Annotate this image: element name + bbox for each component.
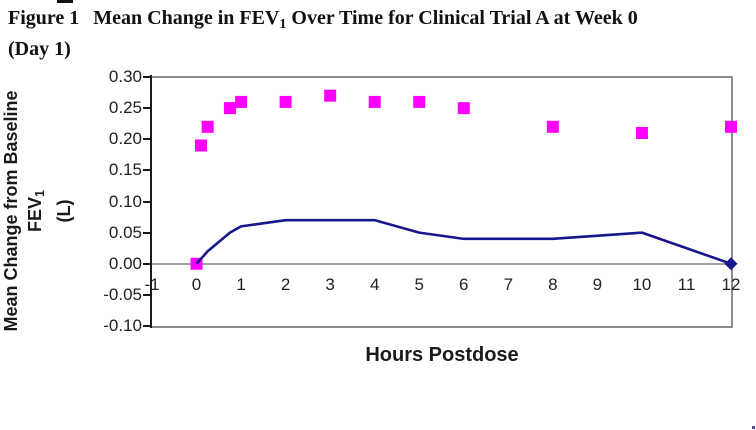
square-marker bbox=[546, 120, 559, 133]
x-tick-label: 6 bbox=[459, 275, 469, 294]
y-tick-mark bbox=[143, 325, 150, 327]
y-tick-label: 0.25 bbox=[108, 98, 142, 118]
y-tick-mark bbox=[143, 231, 150, 234]
square-marker bbox=[324, 89, 337, 102]
x-tick-label: -1 bbox=[144, 275, 160, 294]
plot-border-top bbox=[150, 76, 733, 78]
x-tick-label: 2 bbox=[280, 275, 291, 294]
x-tick-label: 3 bbox=[325, 275, 335, 294]
x-tick-label: 12 bbox=[721, 275, 741, 294]
x-tick-label: 4 bbox=[369, 275, 380, 294]
square-marker bbox=[194, 139, 207, 152]
y-tick-label: 0.30 bbox=[108, 67, 142, 86]
x-tick-label: 7 bbox=[503, 275, 514, 294]
square-marker bbox=[635, 127, 648, 140]
plot-border-bottom bbox=[150, 326, 733, 328]
y-tick-mark bbox=[143, 293, 150, 296]
x-tick-label: 8 bbox=[548, 275, 558, 294]
square-marker bbox=[235, 95, 248, 108]
figure-title-text-post: Over Time for Clinical Trial A at Week 0 bbox=[286, 7, 638, 29]
square-marker bbox=[223, 102, 236, 115]
y-axis-line bbox=[150, 75, 152, 328]
y-tick-label: -0.10 bbox=[103, 316, 142, 335]
y-tick-mark bbox=[143, 262, 150, 265]
y-tick-mark bbox=[143, 107, 150, 110]
x-axis-title: Hours Postdose bbox=[365, 344, 519, 366]
square-marker bbox=[413, 95, 426, 108]
x-tick-label: 1 bbox=[236, 275, 246, 294]
plot-border-right bbox=[731, 76, 733, 328]
y-tick-label: 0.00 bbox=[108, 253, 142, 273]
x-tick-label: 0 bbox=[191, 275, 202, 294]
x-tick-label: 11 bbox=[677, 275, 696, 294]
figure-number: Figure 1 bbox=[8, 7, 80, 29]
scan-artifact bbox=[57, 0, 73, 3]
square-marker bbox=[457, 102, 470, 115]
diamond-marker bbox=[724, 257, 738, 271]
y-tick-mark bbox=[143, 138, 150, 141]
square-marker bbox=[201, 120, 214, 133]
y-tick-mark bbox=[143, 200, 150, 203]
x-tick-label: 10 bbox=[632, 275, 652, 294]
square-marker bbox=[368, 95, 381, 108]
figure-title-text: Mean Change in FEV bbox=[93, 7, 280, 29]
figure-title-line1: Figure 1 Mean Change in FEV1 Over Time fo… bbox=[8, 6, 738, 37]
x-tick-label: 9 bbox=[592, 275, 603, 294]
x-tick-label: 5 bbox=[414, 275, 424, 294]
fev-subscript: 1 bbox=[279, 17, 287, 32]
navy-line-path bbox=[195, 218, 732, 265]
y-tick-label: 0.05 bbox=[108, 222, 142, 242]
figure-title: Figure 1 Mean Change in FEV1 Over Time fo… bbox=[8, 6, 738, 61]
y-tick-label: 0.10 bbox=[108, 191, 142, 211]
y-tick-mark bbox=[143, 169, 150, 172]
y-tick-label: -0.05 bbox=[103, 284, 142, 304]
scan-artifact-corner bbox=[752, 426, 755, 429]
y-tick-label: 0.20 bbox=[108, 129, 142, 149]
square-marker bbox=[279, 95, 292, 108]
square-marker bbox=[725, 120, 737, 133]
figure-title-line2: (Day 1) bbox=[8, 38, 71, 60]
y-tick-label: 0.15 bbox=[108, 160, 142, 180]
y-tick-mark bbox=[143, 76, 150, 78]
zero-gridline bbox=[152, 263, 731, 265]
